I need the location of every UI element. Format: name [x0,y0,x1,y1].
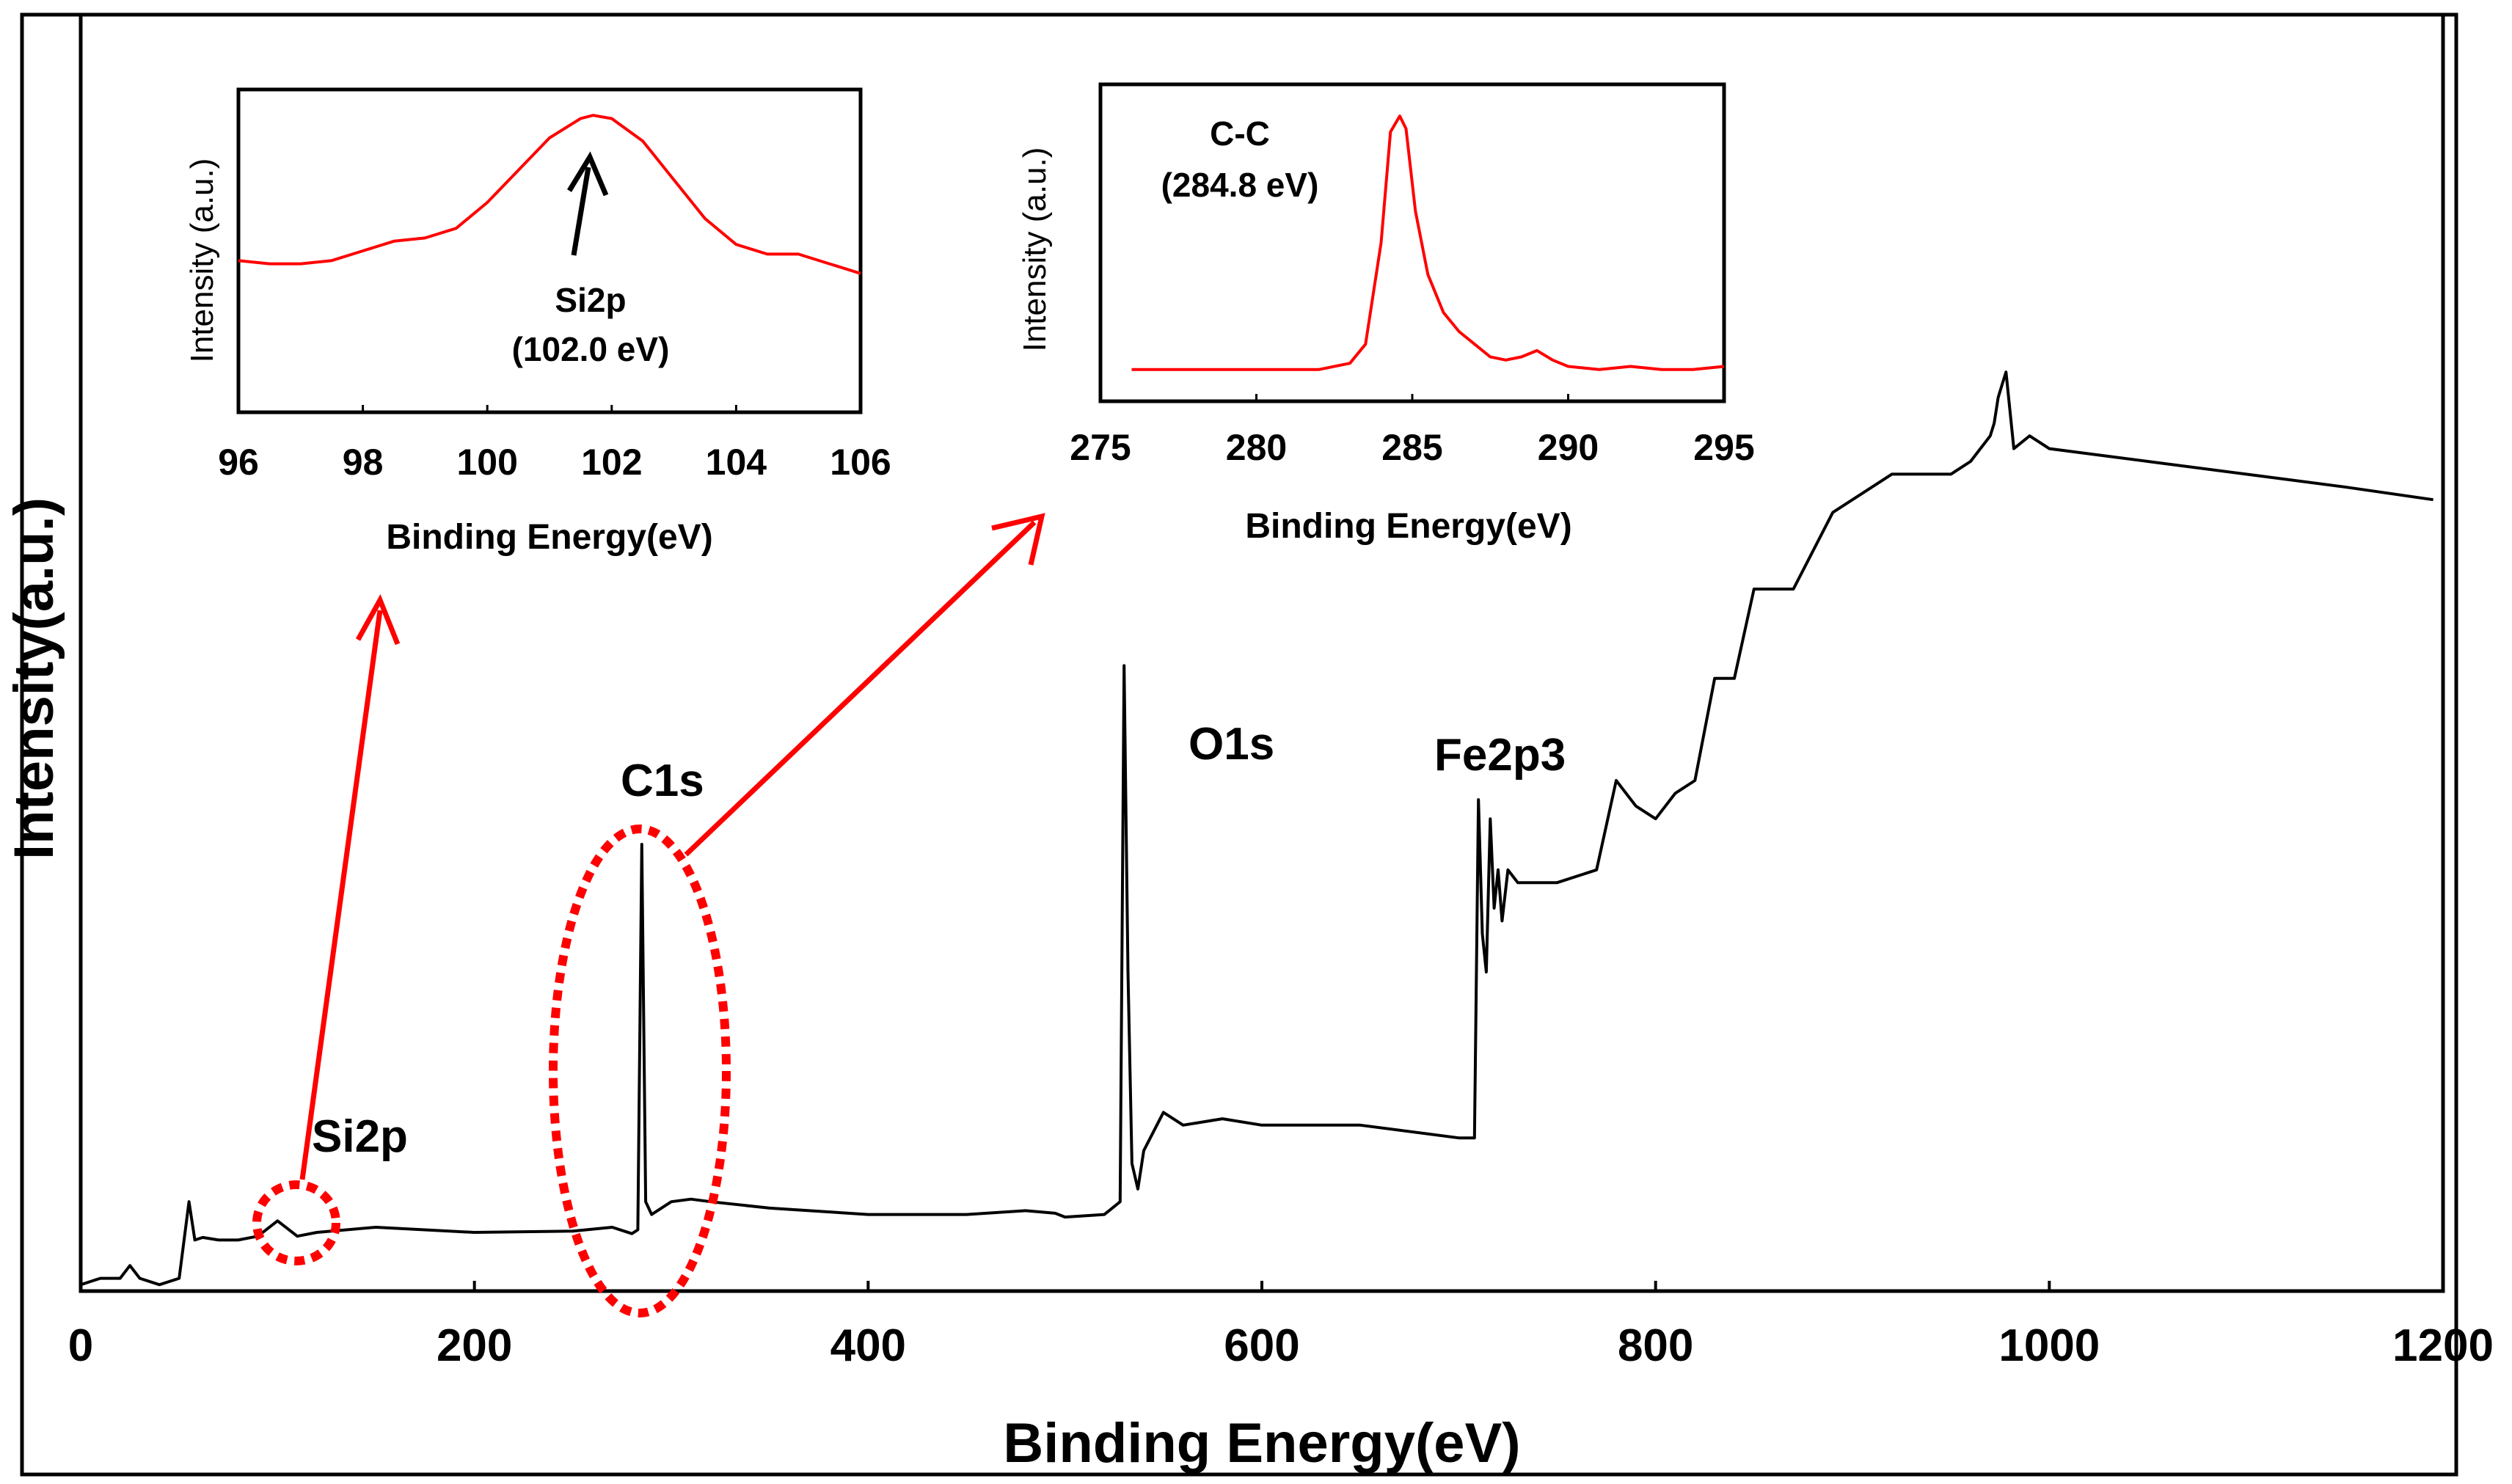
inset-c1s-frame [1098,82,1726,403]
c1s-highlight-ellipse [549,825,731,1317]
main-x-axis-label: Binding Energy(eV) [1003,1412,1520,1474]
main-spectrum-line [80,370,2434,1287]
main-chart: 0 200 400 600 800 1000 1200 Binding Energy(eV)… [3,12,2494,1474]
inset-si2p-y-axis-label: Intensity (a.u.) [184,158,220,363]
inset-c1s-x-tick-label: 275 [1070,427,1131,468]
inset-si2p-x-tick-label: 104 [706,442,767,483]
fe2p3-peak-label: Fe2p3 [1434,730,1566,781]
inset-c1s-peak-label: C-C [1210,114,1270,153]
inset-si2p-arrow [567,151,609,256]
si2p-inset-arrow [299,593,401,1180]
inset-si2p-x-tick-label: 96 [218,442,259,483]
inset-si2p-chart: 96 98 100 102 104 106 Binding Energy(eV) Inte… [184,87,891,557]
main-x-tick-label: 200 [437,1320,512,1371]
c1s-spectrum-line [1131,114,1725,371]
main-x-tick-label: 400 [830,1320,906,1371]
inset-si2p-x-tick-label: 100 [456,442,517,483]
main-x-tick-label: 1000 [1998,1320,2100,1371]
inset-si2p-x-tick-label: 106 [830,442,891,483]
inset-c1s-chart: 275 280 285 290 295 Binding Energy(eV) Inten… [1017,82,1755,546]
inset-si2p-x-axis-label: Binding Energy(eV) [386,518,712,557]
main-x-tick-label: 0 [68,1320,93,1371]
si2p-spectrum-line [238,114,861,275]
inset-c1s-x-tick-label: 295 [1693,427,1754,468]
main-x-tick-label: 800 [1618,1320,1693,1371]
main-x-tick-label: 1200 [2392,1320,2494,1371]
inset-si2p-peak-label: Si2p [555,281,626,319]
main-y-axis-label: Intensity(a.u.) [3,497,65,860]
o1s-peak-label: O1s [1189,719,1274,770]
main-x-tick-label: 600 [1224,1320,1299,1371]
inset-si2p-peak-value: (102.0 eV) [512,330,670,368]
inset-c1s-y-axis-label: Intensity (a.u.) [1017,147,1053,352]
si2p-highlight-ellipse [252,1180,340,1265]
inset-si2p-x-tick-label: 102 [581,442,642,483]
inset-c1s-x-tick-label: 285 [1381,427,1442,468]
inset-c1s-x-tick-label: 280 [1226,427,1287,468]
si2p-peak-label: Si2p [312,1111,408,1162]
inset-c1s-peak-value: (284.8 eV) [1161,166,1319,204]
inset-si2p-x-tick-label: 98 [343,442,384,483]
c1s-inset-arrow [684,513,1045,857]
c1s-peak-label: C1s [621,756,704,806]
inset-c1s-x-axis-label: Binding Energy(eV) [1245,507,1571,546]
inset-c1s-x-tick-label: 290 [1538,427,1599,468]
